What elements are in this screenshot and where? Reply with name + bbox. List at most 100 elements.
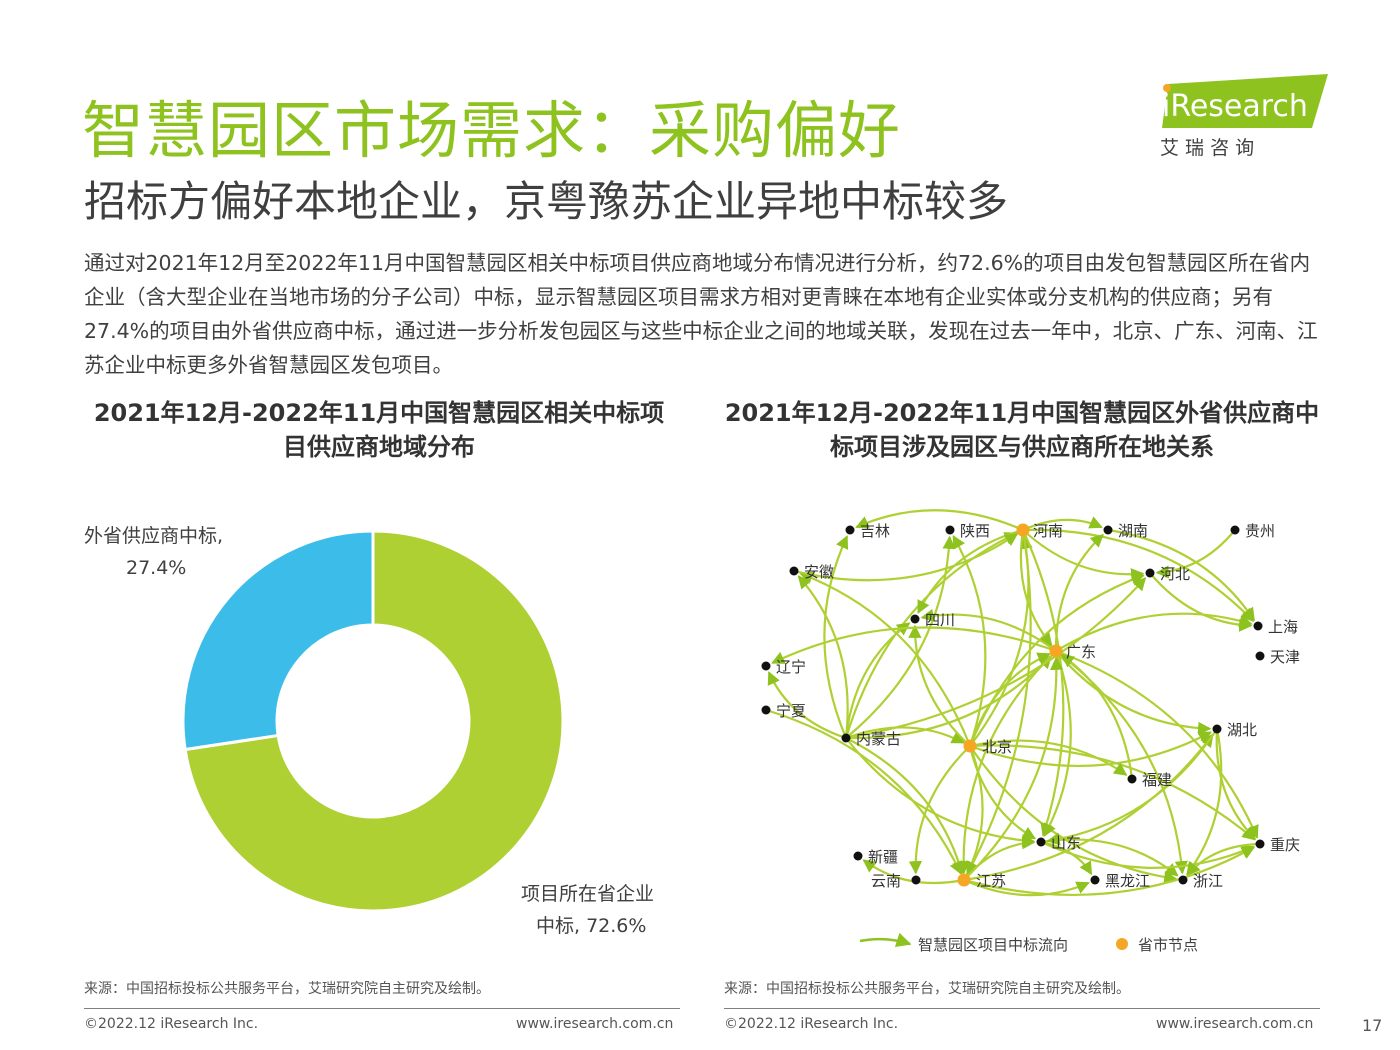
footer-divider-left <box>84 1008 680 1009</box>
node-ningxia <box>761 705 771 715</box>
flow-edge-jiangsu-hubei <box>963 733 1214 882</box>
flow-edge-neimenggu-beijing <box>845 726 965 744</box>
flow-edge-henan-hebei <box>1022 529 1145 582</box>
flow-edge-neimenggu-shaanxi <box>845 535 956 739</box>
donut-slice-0 <box>183 529 565 913</box>
flow-edge-neimenggu-anhui <box>797 575 849 739</box>
flow-edge-hubei-shandong <box>1046 728 1218 846</box>
network-chart-title: 2021年12月-2022年11月中国智慧园区外省供应商中标项目涉及园区与供应商… <box>724 399 1320 461</box>
flow-edge-jiangsu-heilongjiang <box>963 878 1090 897</box>
node-label-fujian: 福建 <box>1142 771 1172 789</box>
node-label-shanghai: 上海 <box>1268 618 1298 636</box>
donut-chart-title: 2021年12月-2022年11月中国智慧园区相关中标项目供应商地域分布 <box>93 399 665 461</box>
legend-hub-dot <box>1116 938 1128 950</box>
node-fujian <box>1127 774 1137 784</box>
footer-divider-right <box>724 1008 1320 1009</box>
source-note-left: 来源：中国招标投标公共服务平台，艾瑞研究院自主研究及绘制。 <box>84 981 490 997</box>
page-subtitle: 招标方偏好本地企业，京粤豫苏企业异地中标较多 <box>84 177 1009 226</box>
node-label-shaanxi: 陕西 <box>960 522 990 540</box>
node-label-zhejiang: 浙江 <box>1193 872 1223 890</box>
label-in-province-line1: 项目所在省企业 <box>521 883 654 905</box>
flow-edge-hubei-zhejiang <box>1186 728 1223 876</box>
flow-edge-jiangsu-xinjiang <box>862 859 965 885</box>
node-label-ningxia: 宁夏 <box>776 702 806 720</box>
donut-chart: 外省供应商中标, 27.4% 项目所在省企业 中标, 72.6% <box>84 486 684 956</box>
flow-edge-ningxia-jiangsu <box>765 708 962 875</box>
flow-edge-beijing-hubei <box>969 731 1212 767</box>
node-shandong <box>1036 837 1046 847</box>
node-sichuan <box>910 614 920 624</box>
flow-edge-chongqing-zhejiang <box>1186 842 1261 876</box>
node-heilongjiang <box>1090 875 1100 885</box>
flow-edge-neimenggu-henan <box>844 532 1018 739</box>
flow-edge-guangdong-jiangsu <box>956 650 1057 875</box>
flow-edge-henan-shanghai <box>1022 528 1255 622</box>
flow-edge-guangdong-sichuan <box>920 608 1057 652</box>
label-out-province-line1: 外省供应商中标, <box>84 525 223 547</box>
node-chongqing <box>1255 839 1265 849</box>
page-title: 智慧园区市场需求：采购偏好 <box>82 94 902 167</box>
website-link-left[interactable]: www.iresearch.com.cn <box>516 1016 674 1032</box>
logo-brand-text: iResearch <box>1162 89 1308 124</box>
node-label-hebei: 河北 <box>1160 565 1190 583</box>
flow-edge-henan-jilin <box>855 509 1024 532</box>
flow-edge-jiangsu-chongqing <box>963 846 1256 896</box>
flow-edge-anhui-henan <box>793 532 1019 582</box>
flow-edge-guangdong-shanghai <box>1055 612 1253 652</box>
flow-edge-guangdong-liaoning <box>771 626 1057 664</box>
flow-edge-neimenggu-guangdong <box>845 655 1053 740</box>
website-link-right[interactable]: www.iresearch.com.cn <box>1156 1016 1314 1032</box>
body-paragraph: 通过对2021年12月至2022年11月中国智慧园区相关中标项目供应商地域分布情… <box>84 251 1318 377</box>
network-legend: 智慧园区项目中标流向 省市节点 <box>859 932 1198 954</box>
node-label-liaoning: 辽宁 <box>776 658 806 676</box>
node-anhui <box>789 566 799 576</box>
flow-edge-guizhou-hebei <box>1155 529 1236 579</box>
logo-cn-text: 艾 瑞 咨 询 <box>1160 137 1254 159</box>
network-chart: 吉林 陕西 河南 湖南 贵州 安徽 河北 四川 上海 广东 天津 辽宁 宁夏 湖北 内蒙古 北京 福建 山东 重庆新… <box>720 486 1340 976</box>
flow-edge-neimenggu-jiangsu <box>845 737 966 875</box>
node-jilin <box>845 525 855 535</box>
node-hunan <box>1103 525 1113 535</box>
node-beijing <box>963 739 977 753</box>
copyright-left: ©2022.12 iResearch Inc. <box>84 1016 259 1032</box>
node-label-guangdong: 广东 <box>1066 643 1096 661</box>
node-henan <box>1016 523 1030 537</box>
node-label-chongqing: 重庆 <box>1270 836 1300 854</box>
node-label-tianjin: 天津 <box>1270 648 1300 666</box>
node-guizhou <box>1230 525 1240 535</box>
donut-slice-1 <box>181 529 375 752</box>
node-label-jiangsu: 江苏 <box>976 872 1006 890</box>
flow-edge-henan-shandong <box>1021 529 1065 837</box>
node-hebei <box>1145 568 1155 578</box>
node-yunnan <box>911 875 921 885</box>
flow-edge-neimenggu-hebei <box>845 577 1147 740</box>
flow-edge-henan-guangdong <box>1019 529 1053 647</box>
node-guangdong <box>1049 644 1063 658</box>
iresearch-logo: iResearch 艾 瑞 咨 询 <box>1140 70 1340 165</box>
source-note-right: 来源：中国招标投标公共服务平台，艾瑞研究院自主研究及绘制。 <box>724 981 1130 997</box>
flow-edge-neimenggu-jilin <box>823 535 849 739</box>
page-number: 17 <box>1362 1016 1383 1035</box>
flow-edge-neimenggu-liaoning <box>767 671 847 740</box>
flow-edge-guangdong-chongqing <box>1055 649 1259 839</box>
flow-edge-neimenggu-sichuan <box>844 622 911 739</box>
node-jiangsu <box>957 873 971 887</box>
node-hubei <box>1212 724 1222 734</box>
node-label-guizhou: 贵州 <box>1245 522 1275 540</box>
node-label-henan: 河南 <box>1033 522 1063 540</box>
node-neimenggu <box>841 733 851 743</box>
node-label-shandong: 山东 <box>1051 834 1081 852</box>
node-label-anhui: 安徽 <box>804 563 834 581</box>
flow-edge-hebei-shanghai <box>1149 572 1253 632</box>
node-zhejiang <box>1178 875 1188 885</box>
flow-edge-guangdong-shandong <box>1043 650 1072 837</box>
node-label-yunnan: 云南 <box>871 872 901 890</box>
legend-hub-label: 省市节点 <box>1138 936 1198 954</box>
flow-edge-jiangsu-guangdong <box>963 656 1064 881</box>
flow-edge-beijing-sichuan <box>908 624 971 747</box>
flow-edge-hubei-chongqing <box>1215 728 1257 840</box>
node-shaanxi <box>945 525 955 535</box>
node-label-jilin: 吉林 <box>860 522 890 540</box>
label-out-province-line2: 27.4% <box>126 557 186 579</box>
flow-edge-guangdong-hunan <box>1054 533 1104 652</box>
